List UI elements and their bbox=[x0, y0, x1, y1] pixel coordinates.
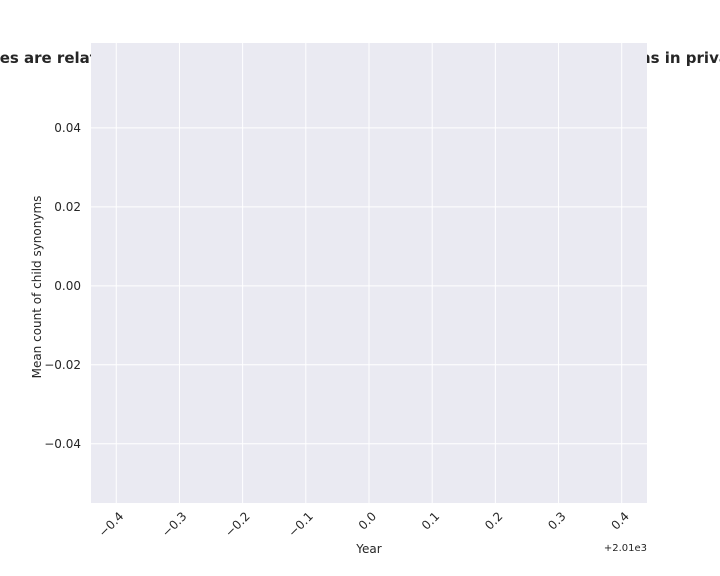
y-axis-label: Mean count of child synonyms bbox=[30, 196, 44, 379]
x-tick-label: −0.1 bbox=[285, 509, 316, 540]
y-tick-label: 0.00 bbox=[54, 279, 81, 293]
x-tick-label: 0.0 bbox=[356, 509, 379, 532]
y-tick-label: 0.02 bbox=[54, 200, 81, 214]
x-tick-label: −0.4 bbox=[96, 509, 127, 540]
x-offset-label: +2.01e3 bbox=[604, 543, 647, 554]
y-tick-label: −0.02 bbox=[44, 358, 81, 372]
x-tick-label: 0.2 bbox=[482, 509, 505, 532]
y-tick-label: 0.04 bbox=[54, 121, 81, 135]
y-tick-label: −0.04 bbox=[44, 437, 81, 451]
x-tick-label: −0.2 bbox=[222, 509, 253, 540]
x-tick-label: −0.3 bbox=[159, 509, 190, 540]
x-tick-label: 0.3 bbox=[545, 509, 568, 532]
x-tick-label: 0.4 bbox=[608, 509, 631, 532]
x-axis-label: Year bbox=[355, 542, 381, 556]
x-tick-label: 0.1 bbox=[419, 509, 442, 532]
